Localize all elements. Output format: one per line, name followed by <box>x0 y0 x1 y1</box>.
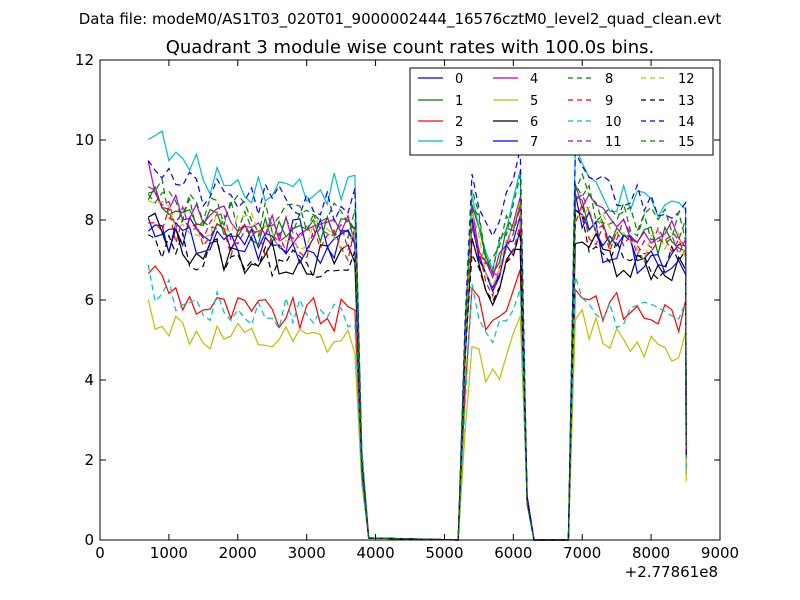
y-tick-label: 8 <box>84 211 94 229</box>
series-line-12 <box>147 199 687 541</box>
y-tick-label: 12 <box>75 51 94 69</box>
series-line-1 <box>147 185 687 541</box>
legend-label-14: 14 <box>678 115 695 130</box>
legend-label-11: 11 <box>605 135 622 150</box>
series-line-11 <box>147 186 687 541</box>
x-tick-label: 6000 <box>494 544 532 562</box>
y-tick-label: 10 <box>75 131 94 149</box>
x-tick-label: 5000 <box>425 544 463 562</box>
y-tick-label: 2 <box>84 451 94 469</box>
legend-label-0: 0 <box>455 72 463 87</box>
x-tick-label: 8000 <box>632 544 670 562</box>
series-line-13 <box>147 208 687 541</box>
series-line-4 <box>147 161 687 541</box>
y-tick-label: 6 <box>84 291 94 309</box>
y-tick-label: 0 <box>84 531 94 549</box>
legend-label-9: 9 <box>605 94 613 109</box>
legend-label-1: 1 <box>455 94 463 109</box>
legend-label-12: 12 <box>678 72 695 87</box>
x-axis: 0 1000 2000 3000 4000 5000 6000 7000 8000 9000 <box>95 60 739 562</box>
chart-title: Quadrant 3 module wise count rates with … <box>166 37 655 58</box>
x-tick-label: 2000 <box>219 544 257 562</box>
x-tick-label: 7000 <box>563 544 601 562</box>
series-line-7 <box>147 208 687 541</box>
x-offset-label: +2.77861e8 <box>625 563 718 581</box>
legend-label-5: 5 <box>530 94 538 109</box>
x-tick-label: 4000 <box>356 544 394 562</box>
legend-label-4: 4 <box>530 72 538 87</box>
series-line-2 <box>147 265 687 541</box>
series-line-3 <box>147 130 687 541</box>
plot-lines <box>147 130 687 541</box>
series-line-15 <box>147 172 687 541</box>
x-tick-label: 1000 <box>150 544 188 562</box>
legend-label-13: 13 <box>678 94 695 109</box>
series-line-5 <box>147 299 687 541</box>
legend-label-6: 6 <box>530 115 538 130</box>
y-tick-label: 4 <box>84 371 94 389</box>
legend-label-15: 15 <box>678 135 695 150</box>
x-tick-label: 0 <box>95 544 105 562</box>
legend-label-3: 3 <box>455 135 463 150</box>
x-tick-label: 3000 <box>288 544 326 562</box>
chart-suptitle: Data file: modeM0/AS1T03_020T01_90000024… <box>79 10 722 29</box>
legend-label-7: 7 <box>530 135 538 150</box>
series-line-10 <box>147 264 687 541</box>
legend-label-8: 8 <box>605 72 613 87</box>
series-line-0 <box>147 193 687 541</box>
legend-label-10: 10 <box>605 115 622 130</box>
x-tick-label: 9000 <box>701 544 739 562</box>
legend-label-2: 2 <box>455 115 463 130</box>
series-line-6 <box>147 212 687 541</box>
